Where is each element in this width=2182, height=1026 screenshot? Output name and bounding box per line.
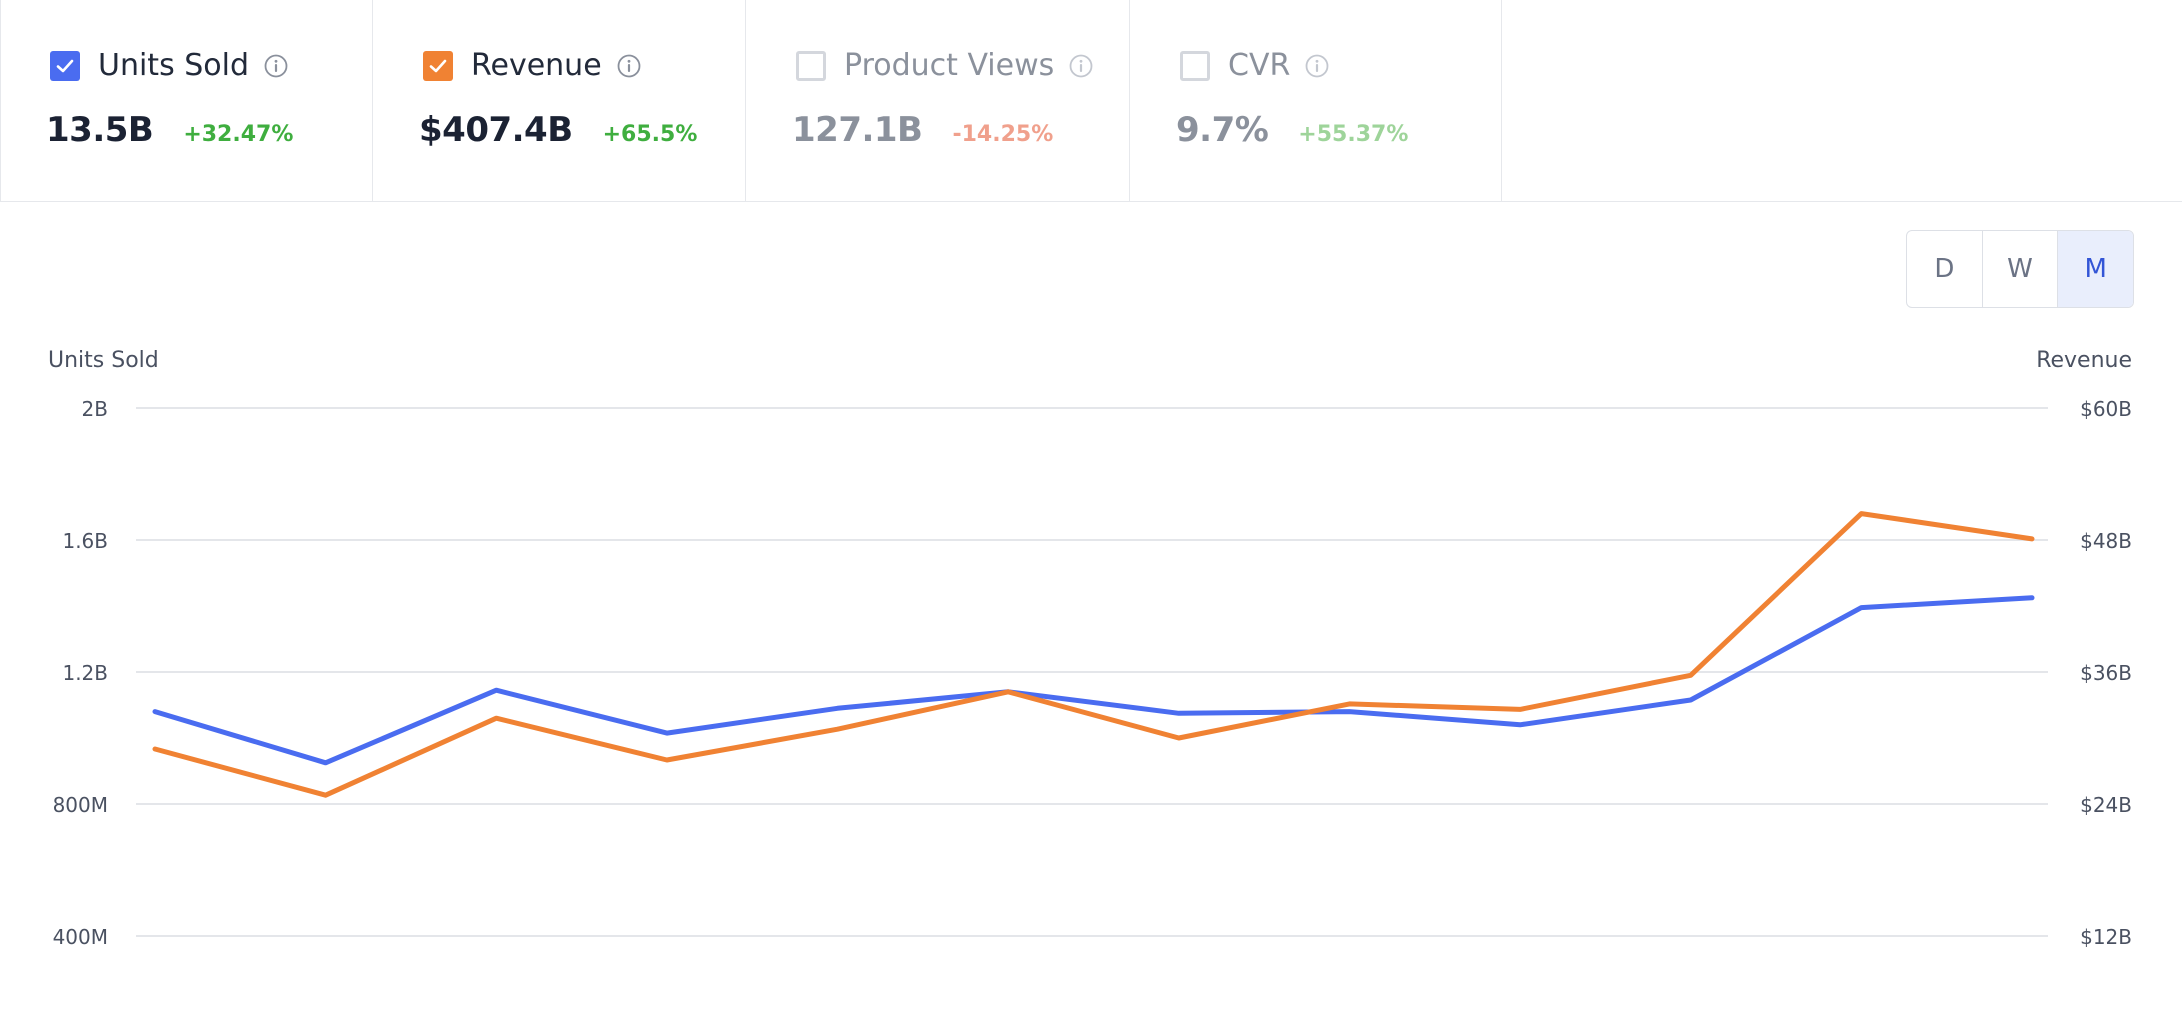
metric-delta: +55.37% xyxy=(1298,122,1409,147)
right-tick-label: $60B xyxy=(2080,397,2132,421)
checkmark-icon xyxy=(429,59,447,72)
range-day-button[interactable]: D xyxy=(1907,231,1983,307)
metric-value-row: 13.5B +32.47% xyxy=(46,110,293,150)
metric-header: Revenue xyxy=(423,48,642,83)
metric-checkbox-views[interactable] xyxy=(796,50,826,81)
left-tick-label: 400M xyxy=(53,925,108,949)
metric-header: CVR xyxy=(1180,48,1330,83)
info-icon[interactable] xyxy=(263,53,289,79)
metric-checkbox-units[interactable] xyxy=(50,50,80,81)
series-line-revenue xyxy=(152,511,2035,798)
metric-delta: +65.5% xyxy=(602,122,698,147)
metric-value: $407.4B xyxy=(419,110,573,150)
metric-value-row: $407.4B +65.5% xyxy=(419,110,697,150)
right-tick-label: $24B xyxy=(2080,793,2132,817)
right-tick-label: $36B xyxy=(2080,661,2132,685)
range-month-button[interactable]: M xyxy=(2058,231,2133,307)
metric-value-row: 9.7% +55.37% xyxy=(1176,110,1408,150)
left-tick-label: 1.2B xyxy=(62,661,108,685)
metric-card-cvr[interactable]: CVR 9.7% +55.37% xyxy=(1130,0,1502,202)
metric-value: 9.7% xyxy=(1176,110,1269,150)
metric-delta: +32.47% xyxy=(183,122,294,147)
metric-checkbox-revenue[interactable] xyxy=(423,50,453,81)
metric-label: Units Sold xyxy=(98,48,250,83)
metric-card-views[interactable]: Product Views 127.1B -14.25% xyxy=(746,0,1130,202)
left-tick-label: 800M xyxy=(53,793,108,817)
metric-header: Units Sold xyxy=(50,48,289,83)
metric-card-units[interactable]: Units Sold 13.5B +32.47% xyxy=(0,0,373,202)
metric-label: Product Views xyxy=(844,48,1055,83)
metrics-bar xyxy=(0,0,2182,202)
metric-value-row: 127.1B -14.25% xyxy=(792,110,1053,150)
metric-label: Revenue xyxy=(471,48,602,83)
series-line-units-sold xyxy=(152,595,2035,766)
left-tick-label: 1.6B xyxy=(62,529,108,553)
metric-header: Product Views xyxy=(796,48,1094,83)
right-tick-label: $48B xyxy=(2080,529,2132,553)
metric-delta: -14.25% xyxy=(952,122,1054,147)
right-tick-label: $12B xyxy=(2080,925,2132,949)
left-axis-title: Units Sold xyxy=(48,348,159,373)
checkmark-icon xyxy=(56,59,74,72)
range-toggle: D W M xyxy=(1906,230,2134,308)
info-icon[interactable] xyxy=(616,53,642,79)
info-icon[interactable] xyxy=(1068,53,1094,79)
range-week-button[interactable]: W xyxy=(1983,231,2059,307)
left-tick-label: 2B xyxy=(82,397,108,421)
info-icon[interactable] xyxy=(1304,53,1330,79)
metric-checkbox-cvr[interactable] xyxy=(1180,50,1210,81)
metric-label: CVR xyxy=(1228,48,1291,83)
right-axis-title: Revenue xyxy=(2036,348,2132,373)
metric-value: 127.1B xyxy=(792,110,923,150)
metric-card-revenue[interactable]: Revenue $407.4B +65.5% xyxy=(373,0,746,202)
metric-value: 13.5B xyxy=(46,110,154,150)
